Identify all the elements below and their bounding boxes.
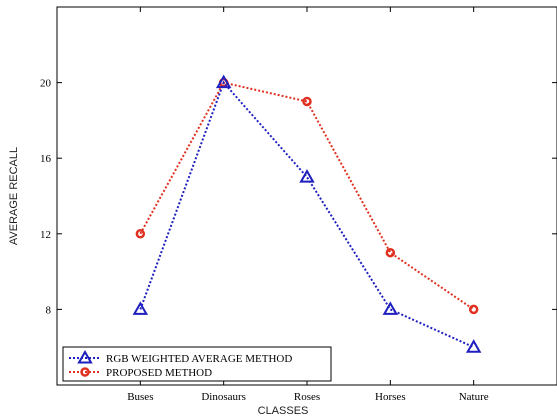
data-point	[135, 229, 146, 239]
series-line	[139, 80, 475, 349]
x-axis-ticks: Buses Dinosaurs Roses Horses Nature	[127, 7, 489, 403]
data-point	[299, 169, 315, 183]
legend-box	[62, 346, 332, 382]
x-axis-label: CLASSES	[258, 405, 309, 417]
data-point	[468, 304, 479, 315]
legend-entry: PROPOSED METHOD	[69, 367, 212, 379]
legend: RGB WEIGHTED AVERAGE METHOD PROPOSED METH…	[62, 346, 332, 382]
legend-marker	[80, 367, 90, 377]
series-rgb-weighted-average	[132, 74, 482, 353]
legend-label: PROPOSED METHOD	[106, 367, 212, 379]
data-point	[302, 96, 312, 107]
x-tick-label: Nature	[459, 391, 489, 403]
plot-frame	[56, 6, 557, 386]
plot-area	[56, 6, 557, 386]
x-tick-label: Dinosaurs	[201, 391, 246, 403]
data-point	[132, 301, 149, 315]
x-tick-label: Buses	[127, 391, 153, 403]
series-line	[139, 81, 475, 311]
y-tick-label: 20	[40, 78, 52, 90]
y-tick-label: 12	[40, 229, 51, 241]
y-tick-label: 16	[40, 153, 52, 165]
data-point	[465, 339, 482, 353]
x-tick-label: Roses	[294, 391, 320, 403]
legend-entry: RGB WEIGHTED AVERAGE METHOD	[69, 349, 292, 365]
y-tick-label: 8	[46, 304, 52, 316]
data-point	[382, 301, 399, 315]
x-tick-label: Horses	[375, 391, 406, 403]
series-proposed-method	[135, 77, 479, 315]
y-axis-label: AVERAGE RECALL	[8, 147, 20, 245]
legend-marker	[77, 349, 93, 364]
series-layer	[132, 74, 482, 353]
data-point	[385, 247, 396, 258]
y-axis-ticks: 8 12 16 20	[40, 78, 557, 316]
data-point	[215, 74, 232, 89]
legend-label: RGB WEIGHTED AVERAGE METHOD	[106, 353, 292, 365]
